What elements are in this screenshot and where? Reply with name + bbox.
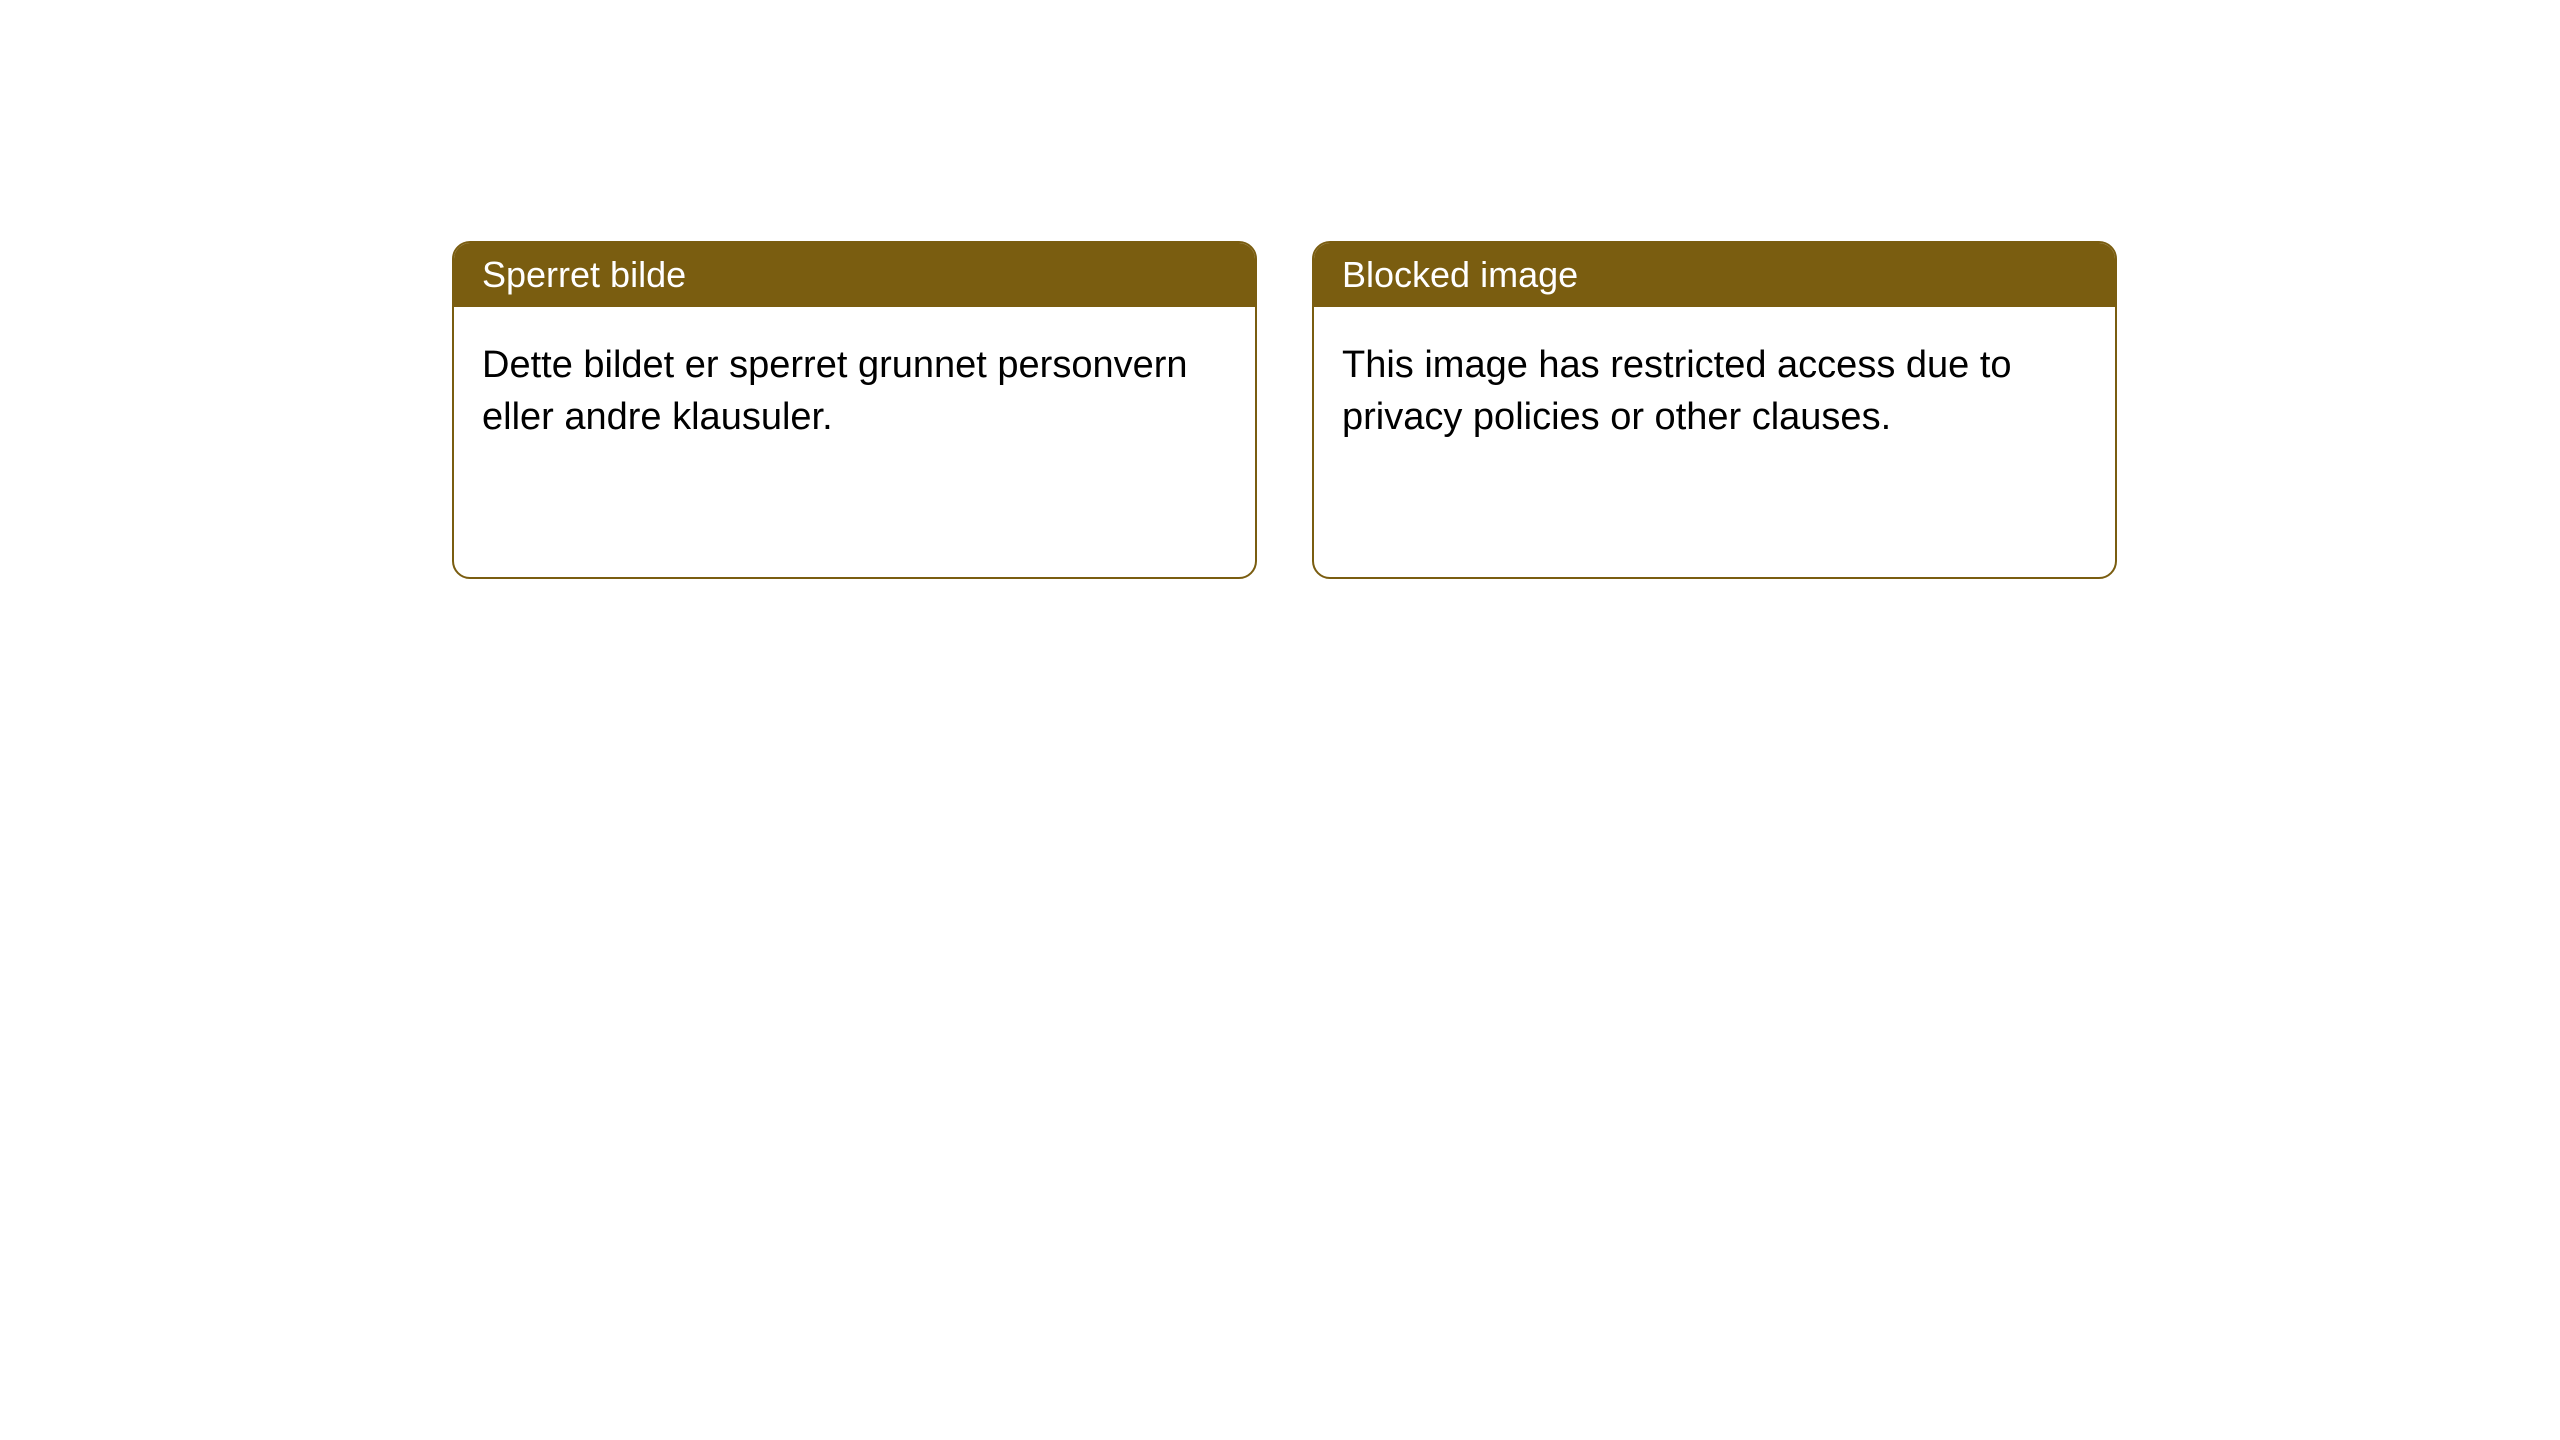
card-title: Blocked image	[1342, 254, 1578, 295]
card-body: Dette bildet er sperret grunnet personve…	[454, 307, 1255, 577]
card-body-text: This image has restricted access due to …	[1342, 344, 2012, 438]
card-body: This image has restricted access due to …	[1314, 307, 2115, 577]
notice-cards-row: Sperret bilde Dette bildet er sperret gr…	[452, 241, 2117, 579]
notice-card-norwegian: Sperret bilde Dette bildet er sperret gr…	[452, 241, 1257, 579]
notice-card-english: Blocked image This image has restricted …	[1312, 241, 2117, 579]
card-title: Sperret bilde	[482, 254, 686, 295]
card-body-text: Dette bildet er sperret grunnet personve…	[482, 344, 1188, 438]
card-header: Sperret bilde	[454, 243, 1255, 307]
card-header: Blocked image	[1314, 243, 2115, 307]
